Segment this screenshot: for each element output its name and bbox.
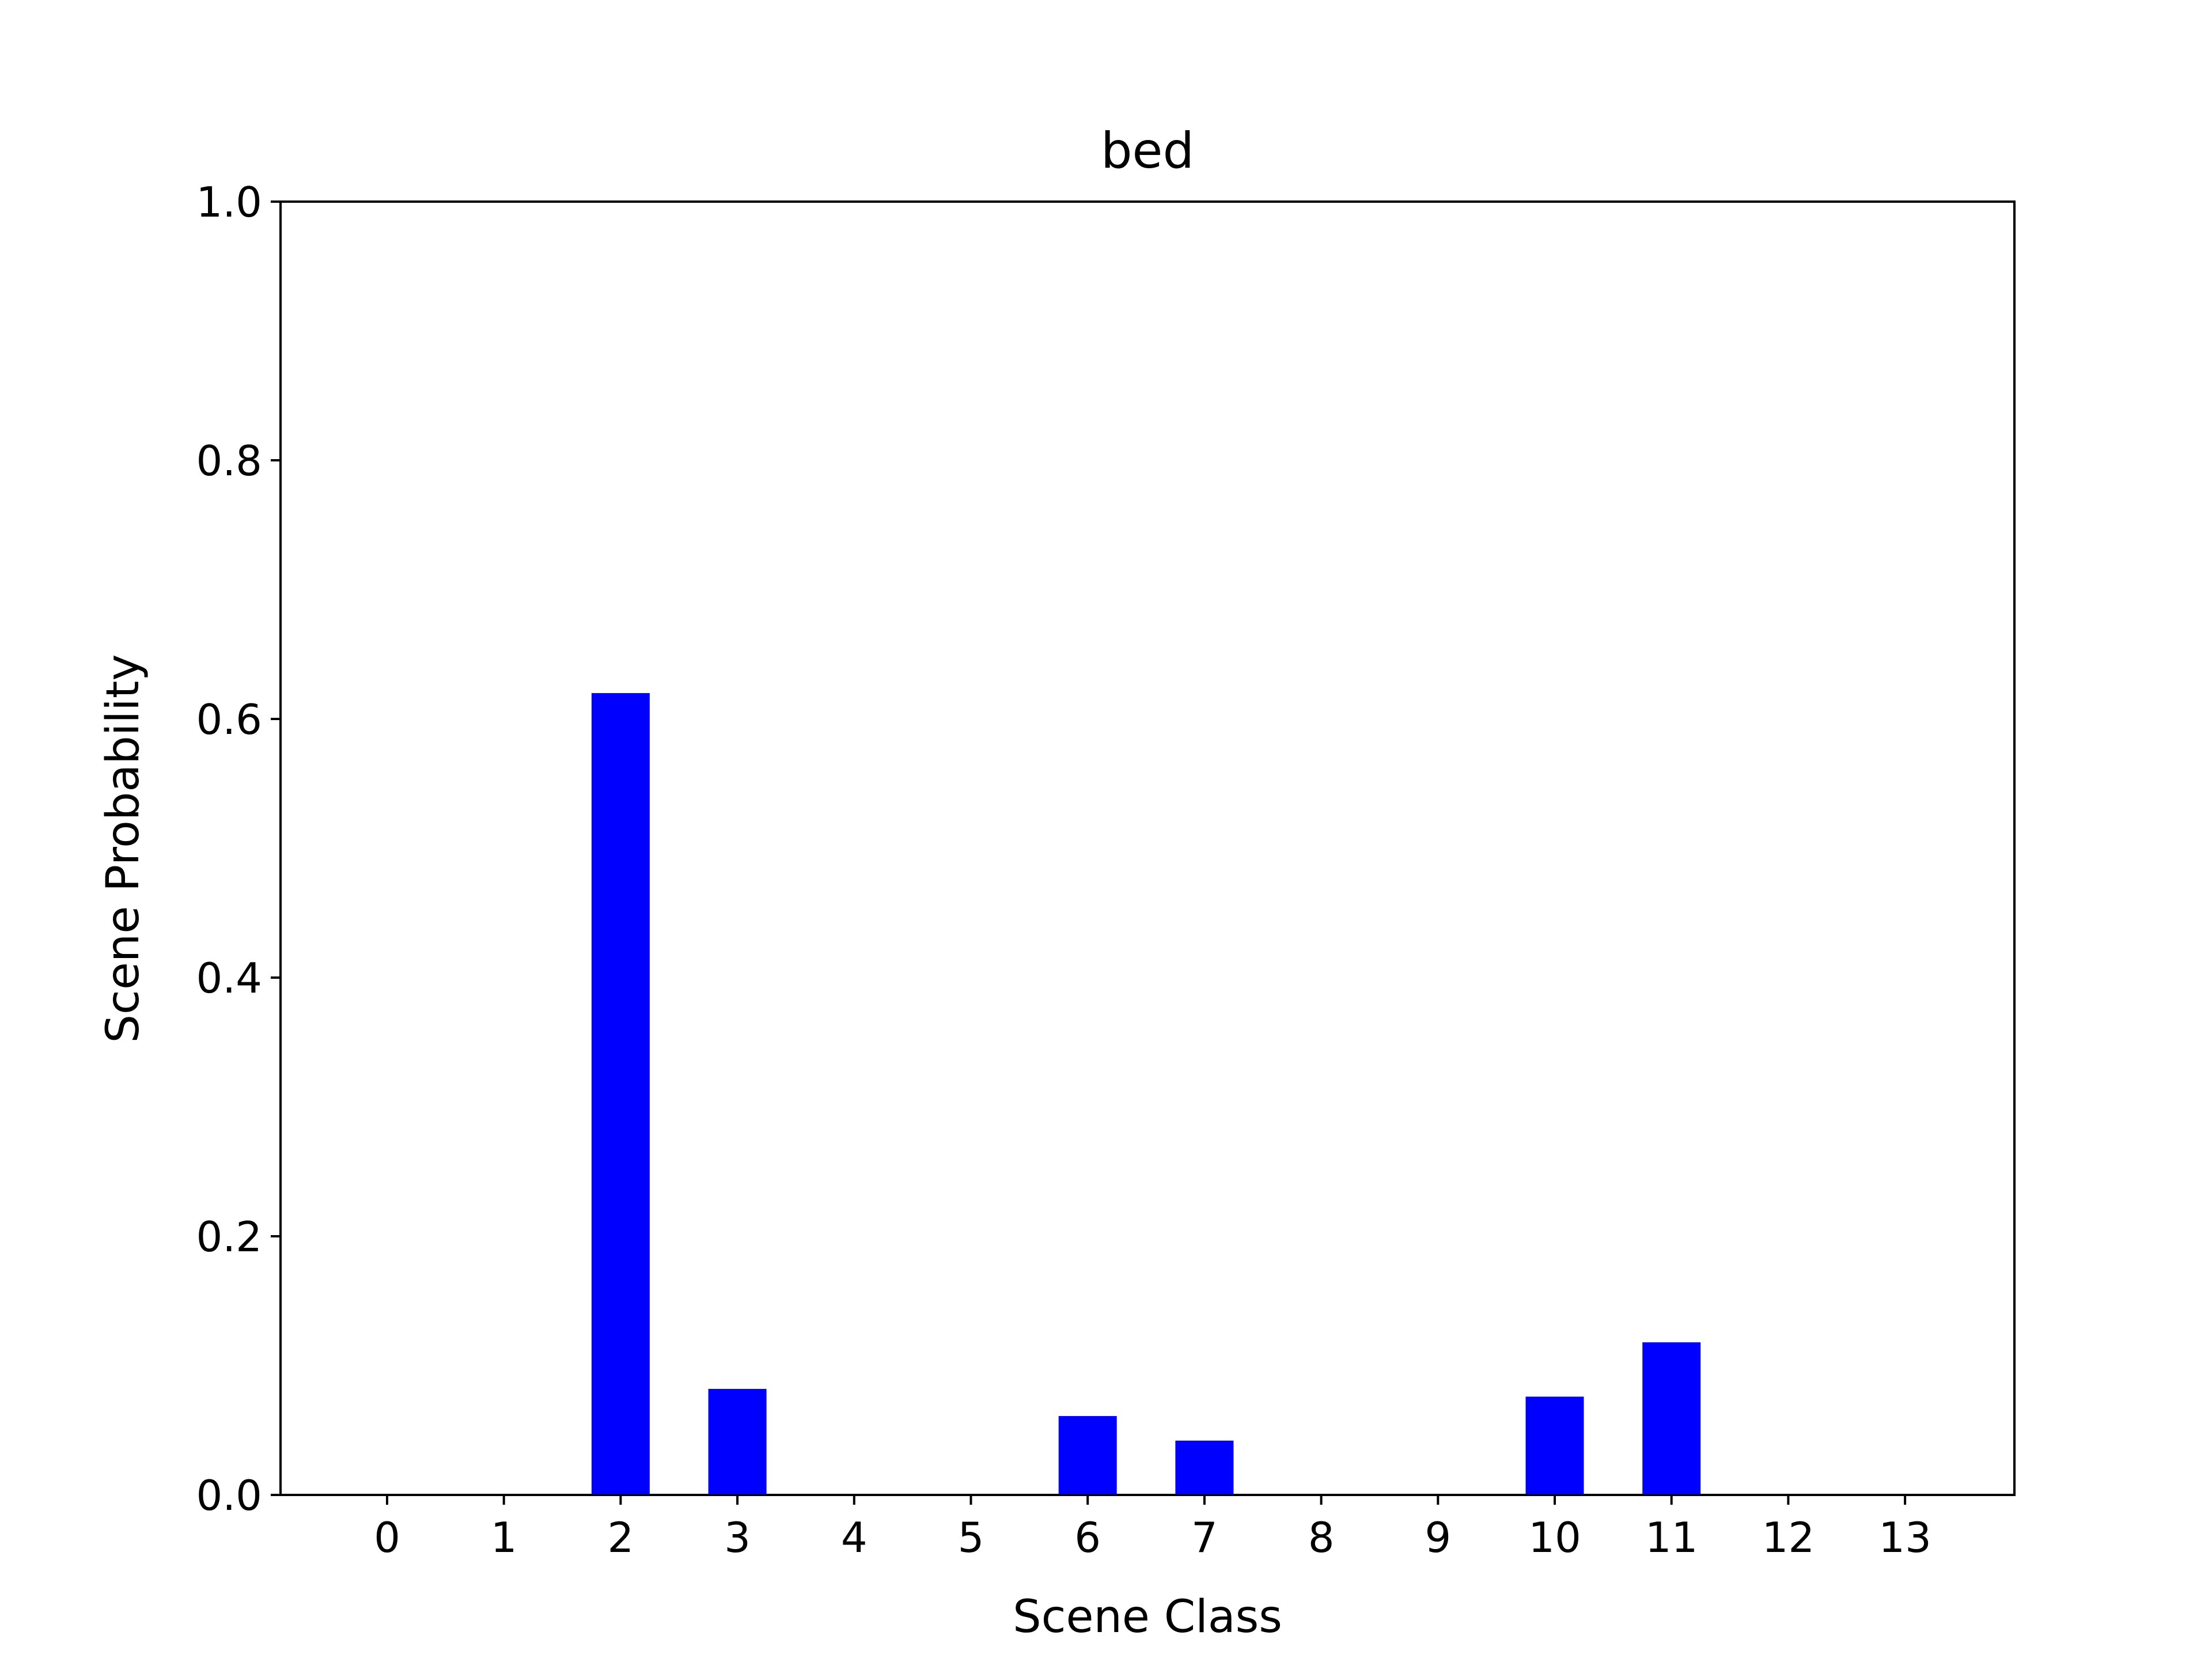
x-tick-label: 12: [1762, 1513, 1815, 1562]
x-tick-label: 4: [841, 1513, 868, 1562]
bar-11: [1642, 1342, 1701, 1495]
x-tick-label: 10: [1528, 1513, 1581, 1562]
y-tick-label: 1.0: [196, 178, 262, 226]
x-tick-label: 5: [958, 1513, 984, 1562]
x-tick-label: 13: [1878, 1513, 1931, 1562]
y-tick-label: 0.4: [196, 954, 262, 1002]
bar-2: [591, 693, 650, 1495]
x-tick-label: 2: [607, 1513, 634, 1562]
x-tick-label: 6: [1074, 1513, 1101, 1562]
x-tick-label: 9: [1425, 1513, 1451, 1562]
y-tick-label: 0.8: [196, 437, 262, 485]
bar-7: [1175, 1440, 1234, 1495]
plot-frame: [279, 200, 2016, 1496]
y-axis-label: Scene Probability: [97, 654, 149, 1043]
x-tick-label: 7: [1191, 1513, 1218, 1562]
y-tick-label: 0.6: [196, 695, 262, 744]
x-ticks-group: 0 1 2 3 4 5 6 7 8 9 10 11 12 13: [374, 1495, 1931, 1562]
bar-10: [1525, 1396, 1584, 1495]
bar-6: [1058, 1416, 1117, 1495]
x-tick-label: 11: [1645, 1513, 1698, 1562]
y-tick-label: 0.2: [196, 1213, 262, 1261]
y-tick-label: 0.0: [196, 1471, 262, 1520]
x-tick-label: 3: [724, 1513, 751, 1562]
chart-title: bed: [1101, 122, 1194, 180]
bar-3: [708, 1388, 767, 1495]
bars-group: [591, 693, 1701, 1495]
x-tick-label: 8: [1308, 1513, 1335, 1562]
x-tick-label: 0: [374, 1513, 400, 1562]
x-axis-label: Scene Class: [1013, 1591, 1282, 1643]
x-tick-label: 1: [491, 1513, 517, 1562]
y-ticks-group: 0.0 0.2 0.4 0.6 0.8 1.0: [196, 178, 281, 1520]
